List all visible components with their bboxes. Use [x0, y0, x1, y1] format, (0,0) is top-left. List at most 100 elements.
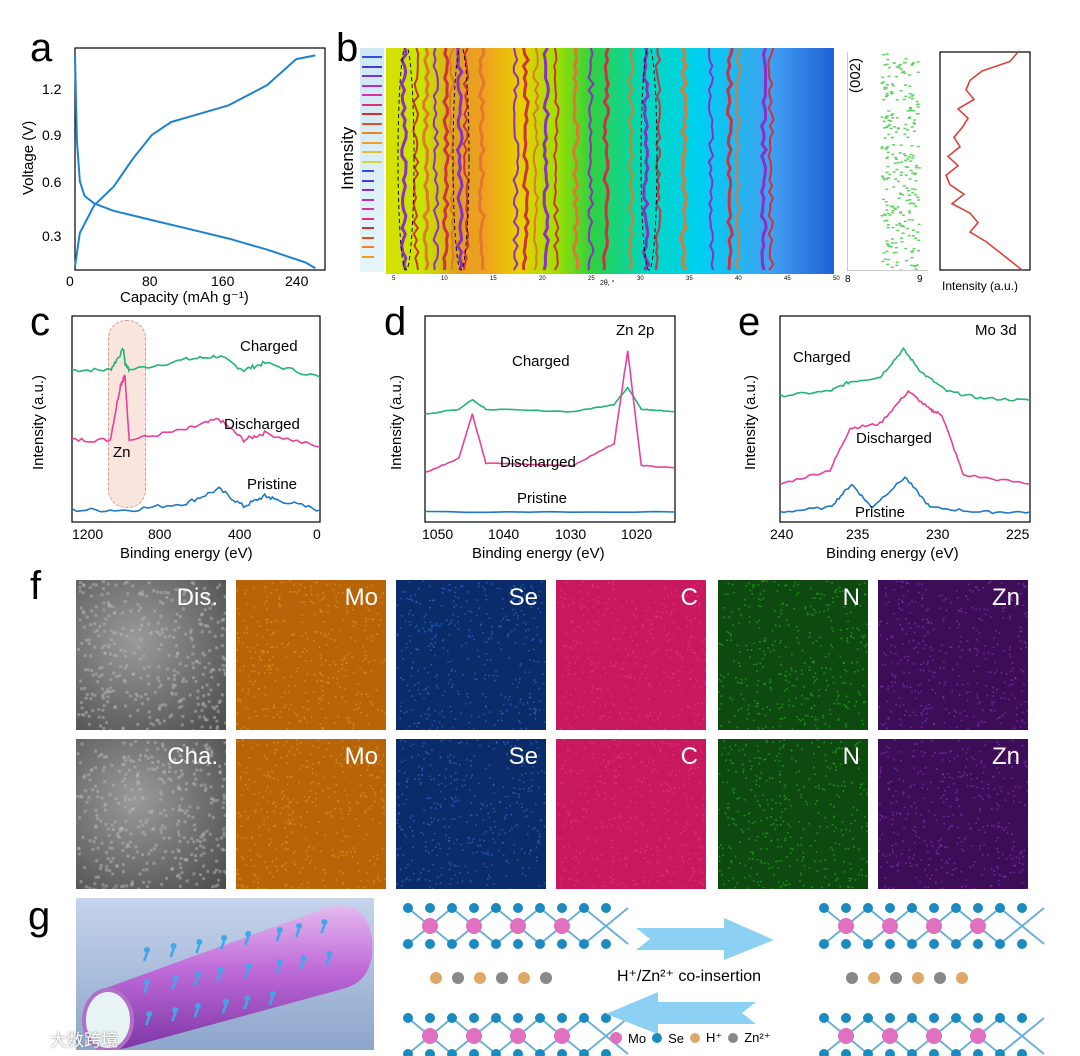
eds-map-label: C — [680, 743, 698, 770]
inset-point — [886, 151, 890, 154]
ion-runner — [296, 923, 303, 929]
panel-e-xtick: 230 — [926, 526, 950, 542]
mo-atom — [926, 1028, 942, 1044]
inset-point — [891, 153, 895, 156]
inset-point — [897, 66, 901, 69]
inset-point — [895, 168, 899, 171]
panel-c-xlabel: Binding energy (eV) — [120, 545, 253, 562]
inset-point — [881, 198, 885, 201]
stack-line — [362, 208, 374, 210]
se-atom — [929, 903, 939, 913]
se-atom — [841, 939, 851, 949]
inset-point — [885, 178, 889, 180]
watermark: 大数跨境 — [50, 1031, 118, 1050]
inset-point — [912, 264, 916, 267]
inset-point — [907, 218, 911, 221]
inset-point — [882, 99, 886, 101]
reverse-arrow — [606, 992, 756, 1034]
se-atom — [1017, 903, 1027, 913]
inset-point — [903, 133, 907, 135]
inset-point — [915, 264, 919, 266]
mo-atom — [838, 1028, 854, 1044]
inset-point — [910, 157, 914, 159]
se-atom — [951, 1013, 961, 1023]
inset-point — [911, 229, 915, 231]
inset-point — [885, 219, 889, 222]
panel-a-xtick: 0 — [66, 273, 74, 289]
panel-e-label-discharged: Discharged — [856, 430, 932, 447]
inset-point — [907, 74, 911, 76]
panel-e-letter: e — [738, 300, 761, 344]
inset-point — [885, 84, 889, 86]
stack-line — [362, 94, 382, 96]
contour-line — [455, 48, 464, 271]
panel-c-letter: c — [30, 300, 50, 344]
inset-point — [910, 188, 914, 190]
panel-d-chart — [424, 315, 676, 523]
inset-point — [890, 266, 894, 268]
ion-runner — [300, 955, 307, 961]
se-atom — [579, 939, 589, 949]
se-atom — [579, 903, 589, 913]
inset-point — [885, 250, 889, 253]
panel-a-ytick: 0.9 — [42, 127, 62, 143]
panel-g-letter: g — [28, 894, 51, 938]
panel-a-ytick: 1.2 — [42, 81, 62, 97]
inset-point — [883, 258, 887, 261]
panel-b-ylabel: Intensity — [338, 126, 357, 190]
inset-point — [889, 90, 893, 93]
inset-point — [915, 100, 919, 103]
inset-point — [904, 247, 908, 250]
panel-b-contour-map — [386, 48, 834, 274]
se-atom — [819, 903, 829, 913]
stack-line — [362, 170, 374, 172]
inset-point — [884, 117, 888, 119]
ion-runner — [244, 995, 251, 1001]
se-atom — [863, 1049, 873, 1056]
panel-d-xtick: 1020 — [621, 526, 653, 542]
inset-point — [908, 212, 912, 214]
inset-point — [914, 166, 918, 169]
stack-line — [362, 189, 374, 191]
panel-b-letter: b — [336, 26, 359, 70]
inset-point — [885, 157, 889, 160]
eds-map-label: N — [842, 584, 860, 611]
inset-point — [903, 159, 907, 162]
eds-map-charged-se: Se — [396, 739, 546, 889]
inset-point — [914, 194, 918, 196]
inset-point — [894, 178, 898, 180]
inset-point — [895, 224, 899, 226]
contour-line — [399, 48, 408, 271]
ion — [430, 972, 442, 984]
panel-d-label-pristine: Pristine — [517, 490, 568, 507]
ion-runner — [146, 1011, 153, 1017]
inset-point — [917, 250, 921, 252]
panel-a-chart — [74, 47, 326, 271]
panel-b-inset-xtick: 9 — [917, 274, 923, 285]
inset-point — [908, 178, 912, 180]
inset-point — [909, 109, 913, 112]
series-line-discharged — [424, 350, 676, 474]
inset-point — [886, 177, 890, 179]
inset-point — [895, 264, 899, 267]
se-atom — [907, 1049, 917, 1056]
contour-line — [441, 48, 450, 271]
ion-runner — [172, 975, 179, 981]
series-line-pristine — [71, 486, 321, 513]
se-atom — [819, 1013, 829, 1023]
se-atom — [403, 1013, 413, 1023]
inset-point — [900, 194, 904, 196]
inset-point — [906, 129, 910, 131]
plot-frame — [71, 315, 321, 523]
inset-point — [891, 206, 895, 208]
contour-line — [601, 48, 610, 271]
stack-line — [362, 246, 374, 248]
inset-point — [890, 211, 894, 214]
inset-point — [885, 94, 889, 97]
inset-point — [905, 187, 909, 189]
panel-c-xtick: 400 — [228, 526, 252, 542]
inset-point — [892, 186, 896, 188]
inset-point — [880, 146, 884, 148]
mo-atom — [510, 1028, 526, 1044]
panel-b-map-xtick: 10 — [441, 276, 448, 282]
